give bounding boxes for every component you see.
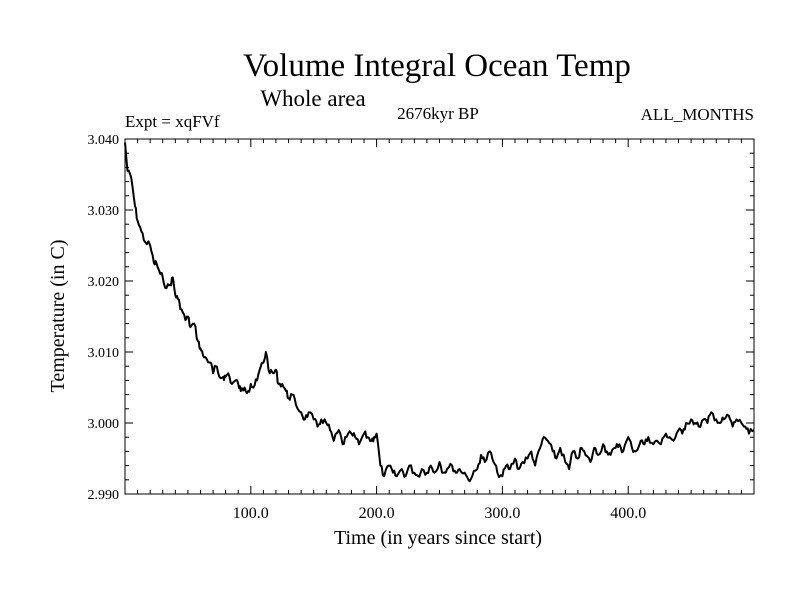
y-tick-label: 3.010	[88, 346, 120, 361]
y-axis-ticks: 2.990 3.000 3.010 3.020 3.030 3.040	[88, 133, 754, 503]
y-tick-label: 3.000	[88, 417, 120, 432]
y-tick-label: 3.030	[88, 204, 120, 219]
months-label: ALL_MONTHS	[641, 105, 754, 124]
x-tick-label: 300.0	[484, 505, 520, 522]
x-tick-label: 100.0	[233, 505, 269, 522]
x-tick-label: 400.0	[610, 505, 646, 522]
chart-subtitle: Whole area	[260, 86, 365, 111]
y-tick-label: 3.020	[88, 275, 120, 290]
x-axis-label: Time (in years since start)	[334, 527, 542, 549]
y-axis-label: Temperature (in C)	[47, 240, 69, 393]
x-tick-label: 200.0	[359, 505, 395, 522]
x-axis-ticks: 100.0 200.0 300.0 400.0	[137, 139, 742, 522]
y-tick-label: 3.040	[88, 133, 120, 148]
y-tick-label: 2.990	[88, 488, 120, 503]
chart-title: Volume Integral Ocean Temp	[243, 48, 631, 84]
experiment-label: Expt = xqFVf	[125, 112, 220, 131]
period-label: 2676kyr BP	[397, 104, 479, 123]
temperature-series-line	[124, 142, 755, 483]
plot-frame	[124, 138, 755, 495]
